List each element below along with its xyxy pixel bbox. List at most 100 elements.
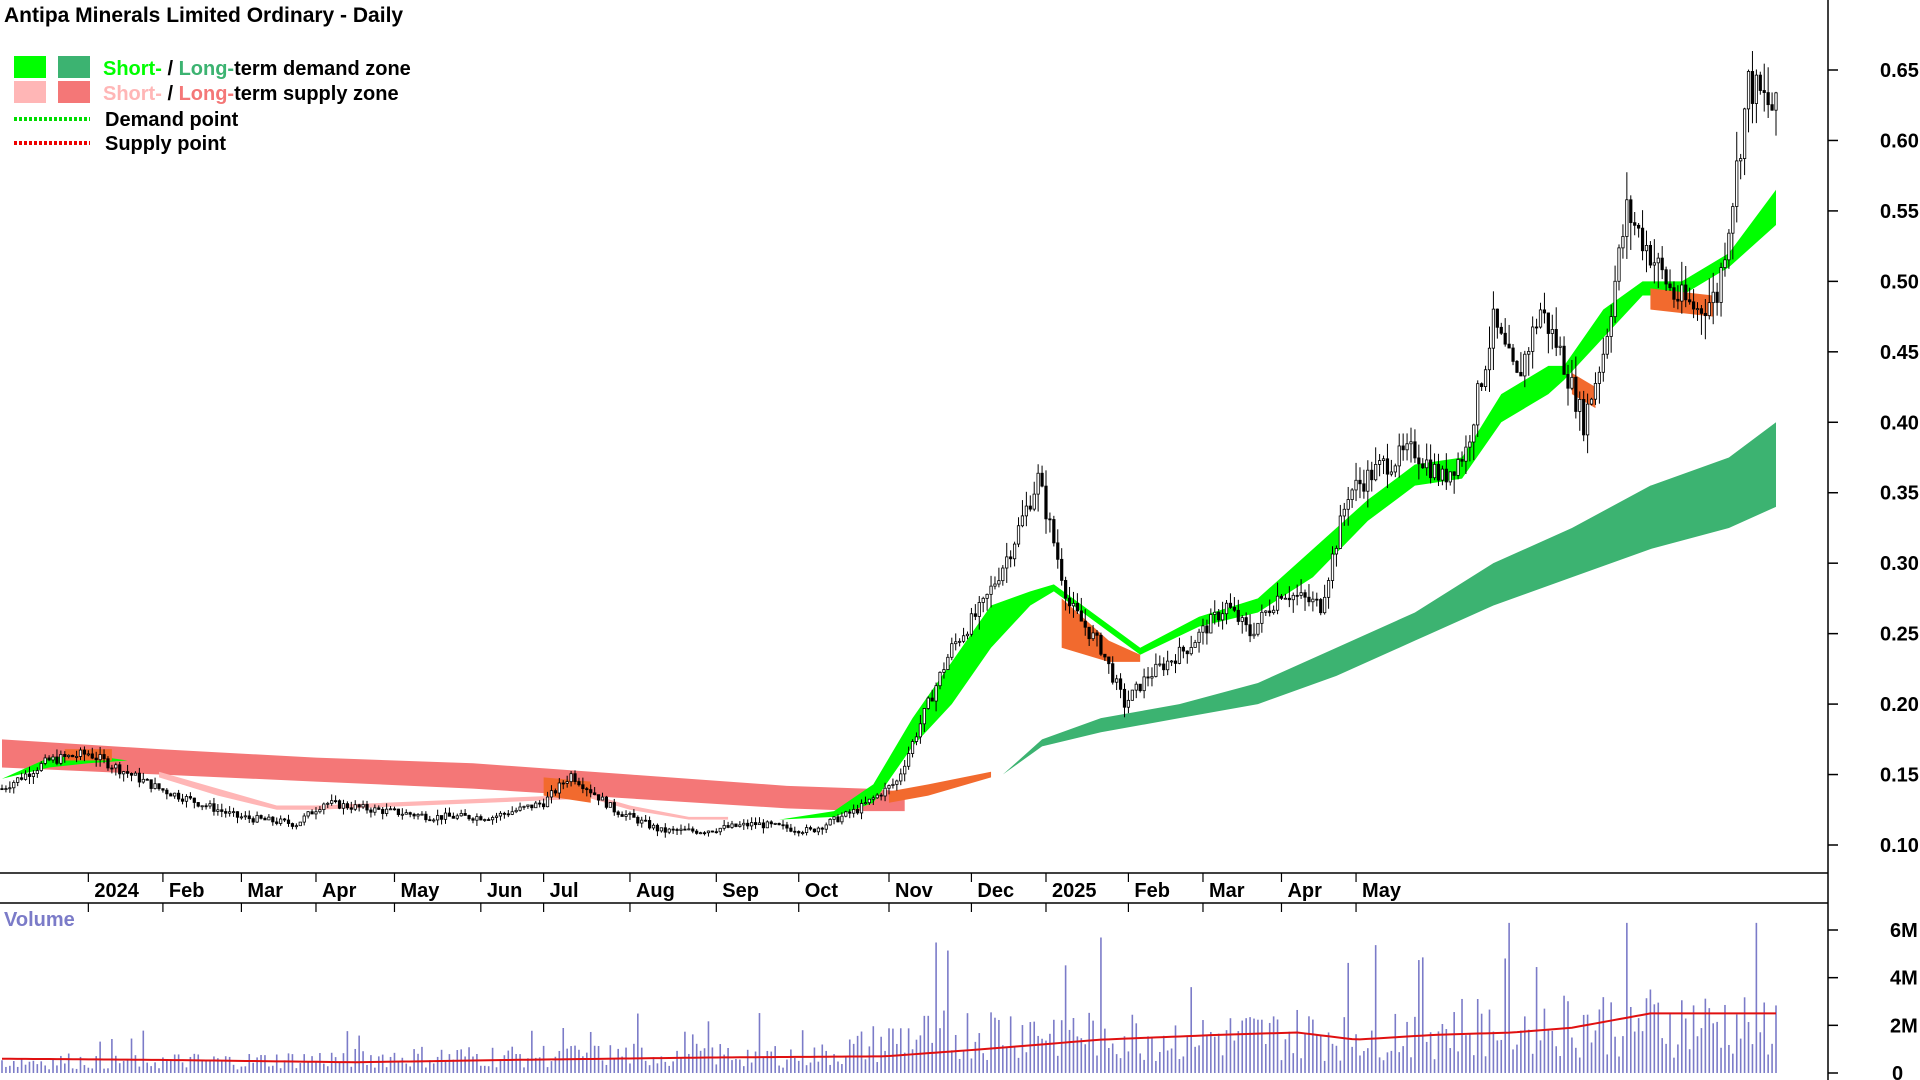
candle	[231, 807, 236, 817]
candle	[808, 825, 813, 831]
candle	[1676, 285, 1680, 310]
candle	[730, 820, 734, 829]
candle	[1118, 673, 1123, 699]
candle	[1491, 291, 1496, 371]
volume-y-tick-label: 0	[1892, 1063, 1903, 1080]
candle	[659, 827, 663, 833]
candle	[1609, 304, 1613, 353]
candle	[1056, 529, 1060, 569]
candle	[94, 751, 98, 767]
candle	[345, 801, 349, 810]
candle	[51, 754, 55, 763]
candle	[1605, 328, 1609, 359]
candle	[267, 814, 271, 821]
candle	[899, 768, 903, 786]
candle	[1515, 360, 1519, 374]
candle	[1146, 667, 1150, 687]
candle	[27, 766, 32, 784]
candle	[1746, 69, 1751, 133]
candle	[353, 800, 357, 812]
candle	[436, 809, 440, 826]
candle	[1311, 591, 1315, 612]
candle	[581, 777, 585, 794]
candle	[549, 785, 554, 804]
candle	[1625, 172, 1629, 259]
candle	[1240, 615, 1244, 634]
candle	[965, 631, 970, 640]
candle	[1350, 488, 1354, 508]
candle	[1248, 614, 1252, 643]
candle	[1425, 443, 1429, 476]
x-tick-label: Oct	[805, 880, 839, 902]
candle	[98, 746, 102, 767]
candle	[235, 811, 240, 824]
candle	[1499, 322, 1503, 335]
candle	[1432, 453, 1437, 481]
candle	[502, 811, 506, 819]
candle	[1181, 645, 1185, 659]
candle	[1527, 347, 1531, 376]
candle	[1323, 584, 1327, 615]
candle	[671, 825, 675, 835]
candle	[777, 822, 781, 826]
candle	[447, 807, 452, 817]
candle	[483, 818, 487, 822]
candle	[224, 808, 228, 818]
x-tick-label: 2025	[1052, 880, 1097, 902]
candle	[1397, 433, 1401, 478]
candle	[12, 780, 16, 794]
legend-swatch-short-demand	[14, 56, 46, 78]
candle	[832, 816, 836, 825]
candle	[1201, 618, 1205, 645]
x-tick-label: Dec	[977, 880, 1014, 902]
candle	[1217, 609, 1221, 627]
candle	[1185, 650, 1189, 664]
candle	[620, 811, 624, 817]
candle	[1130, 689, 1134, 701]
candle	[1468, 435, 1472, 462]
candle	[569, 771, 573, 787]
candle	[1374, 447, 1378, 482]
candle	[1476, 380, 1480, 438]
candle	[487, 817, 491, 821]
candle	[722, 820, 726, 831]
candle	[133, 771, 138, 776]
candle	[1444, 453, 1448, 490]
candle	[1750, 51, 1755, 124]
x-tick-label: Apr	[1287, 880, 1322, 902]
candle	[1715, 282, 1719, 316]
candle	[1244, 612, 1248, 632]
candle	[43, 754, 47, 766]
candle	[1016, 517, 1021, 548]
candle	[616, 810, 620, 818]
candle	[746, 819, 750, 830]
candle	[1162, 657, 1166, 676]
candle	[373, 804, 377, 816]
candle	[416, 813, 420, 820]
candle	[59, 750, 63, 766]
candle	[922, 708, 926, 732]
candle	[388, 806, 393, 811]
candle	[1083, 609, 1087, 636]
candle	[1075, 593, 1079, 614]
candle	[173, 792, 177, 799]
candle	[589, 784, 593, 798]
candle	[655, 823, 660, 837]
candle	[396, 808, 401, 817]
candle	[1743, 107, 1747, 176]
candle	[608, 802, 612, 808]
candle	[644, 814, 648, 822]
candle	[145, 778, 149, 781]
candle	[1688, 287, 1692, 305]
legend-supply-point: Supply point	[105, 133, 226, 155]
candle	[490, 815, 495, 825]
candle	[699, 831, 703, 835]
candle	[47, 755, 51, 762]
candle	[243, 811, 247, 820]
candle	[526, 804, 530, 809]
candle	[1405, 433, 1409, 461]
candle	[852, 804, 856, 818]
candle	[1126, 690, 1131, 714]
candle	[1762, 63, 1766, 112]
candle	[216, 804, 220, 816]
